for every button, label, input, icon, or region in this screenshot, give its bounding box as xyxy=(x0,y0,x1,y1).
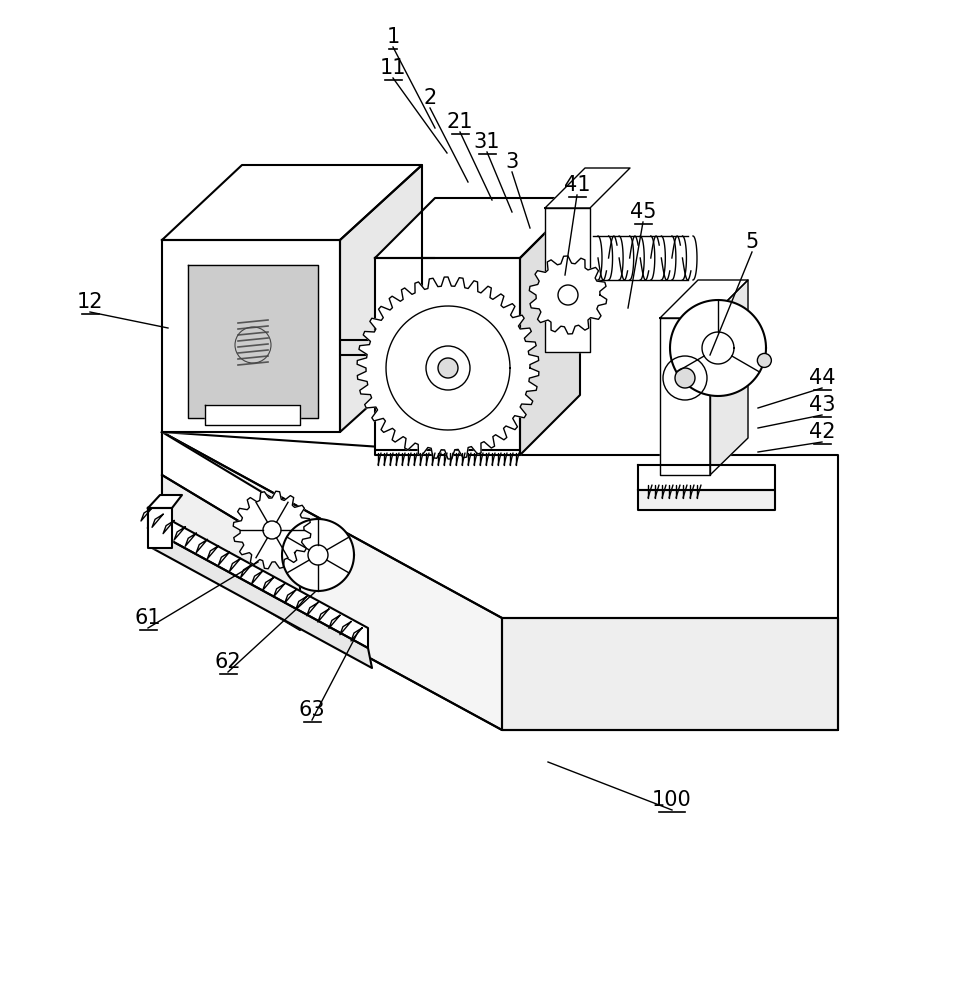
Polygon shape xyxy=(148,508,172,548)
Polygon shape xyxy=(162,432,838,618)
Polygon shape xyxy=(162,165,422,240)
Circle shape xyxy=(663,356,707,400)
Polygon shape xyxy=(545,208,590,352)
Polygon shape xyxy=(148,495,182,508)
Polygon shape xyxy=(148,508,368,648)
Circle shape xyxy=(426,346,470,390)
Polygon shape xyxy=(282,519,354,591)
Circle shape xyxy=(558,285,578,305)
Polygon shape xyxy=(660,280,748,318)
Polygon shape xyxy=(162,475,300,630)
Polygon shape xyxy=(545,168,630,208)
Polygon shape xyxy=(148,528,372,668)
Text: 42: 42 xyxy=(809,422,835,442)
Circle shape xyxy=(438,358,458,378)
Polygon shape xyxy=(660,318,710,475)
Polygon shape xyxy=(162,240,340,432)
Text: 2: 2 xyxy=(423,88,436,108)
Polygon shape xyxy=(710,280,748,475)
Circle shape xyxy=(263,521,281,539)
Text: 43: 43 xyxy=(809,395,835,415)
Text: 31: 31 xyxy=(474,132,501,152)
Polygon shape xyxy=(375,258,520,455)
Polygon shape xyxy=(162,432,300,558)
Polygon shape xyxy=(340,165,422,432)
Polygon shape xyxy=(234,491,311,569)
Polygon shape xyxy=(375,198,580,258)
Polygon shape xyxy=(502,618,838,730)
Polygon shape xyxy=(386,306,510,430)
Polygon shape xyxy=(638,465,775,490)
Polygon shape xyxy=(162,432,502,730)
Polygon shape xyxy=(357,277,539,459)
Polygon shape xyxy=(205,405,300,425)
Polygon shape xyxy=(702,332,734,364)
Polygon shape xyxy=(520,198,580,455)
Text: 3: 3 xyxy=(505,152,519,172)
Text: 44: 44 xyxy=(809,368,835,388)
Text: 5: 5 xyxy=(746,232,759,252)
Text: 12: 12 xyxy=(77,292,103,312)
Circle shape xyxy=(308,545,328,565)
Text: 61: 61 xyxy=(135,608,162,628)
Text: 45: 45 xyxy=(630,202,657,222)
Text: 21: 21 xyxy=(447,112,474,132)
Polygon shape xyxy=(529,256,607,334)
Polygon shape xyxy=(670,300,766,396)
Text: 41: 41 xyxy=(564,175,590,195)
Polygon shape xyxy=(638,490,775,510)
Text: 1: 1 xyxy=(387,27,400,47)
Circle shape xyxy=(675,368,695,388)
Circle shape xyxy=(757,353,771,367)
Text: 63: 63 xyxy=(299,700,325,720)
Text: 11: 11 xyxy=(380,58,407,78)
Text: 100: 100 xyxy=(652,790,692,810)
Polygon shape xyxy=(593,236,688,280)
Text: 62: 62 xyxy=(214,652,241,672)
Polygon shape xyxy=(188,265,318,418)
